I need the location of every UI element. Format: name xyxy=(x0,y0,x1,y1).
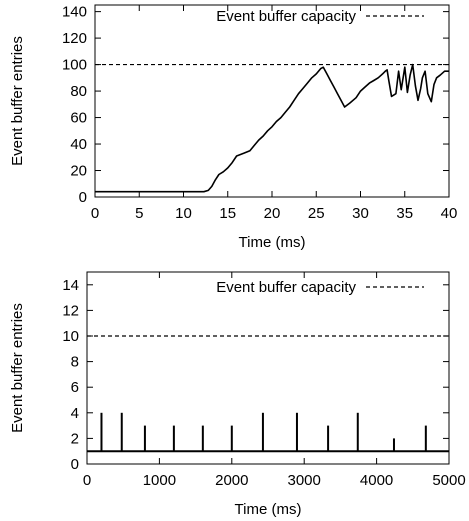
y-tick-label: 60 xyxy=(70,110,87,127)
x-tick-label: 20 xyxy=(264,205,281,222)
y-tick-label: 120 xyxy=(62,30,87,47)
y-tick-label: 80 xyxy=(70,83,87,100)
x-tick-label: 4000 xyxy=(360,472,393,489)
y-tick-label: 0 xyxy=(71,456,79,473)
x-tick-label: 15 xyxy=(219,205,236,222)
x-tick-label: 0 xyxy=(91,205,99,222)
y-tick-label: 8 xyxy=(71,354,79,371)
x-tick-label: 3000 xyxy=(288,472,321,489)
y-tick-label: 12 xyxy=(62,302,79,319)
x-tick-label: 1000 xyxy=(143,472,176,489)
legend-label: Event buffer capacity xyxy=(216,279,356,296)
x-tick-label: 5 xyxy=(135,205,143,222)
chart-panel-2: 0 2 4 6 8 10 12 14 0 1000 2000 3000 4000 5000 Time (ms… xyxy=(9,271,466,518)
plot-frame xyxy=(86,271,450,465)
y-tick-label: 2 xyxy=(71,430,79,447)
legend-label: Event buffer capacity xyxy=(216,8,356,25)
y-tick-label: 6 xyxy=(71,379,79,396)
x-tick-label: 0 xyxy=(83,472,91,489)
x-tick-label: 10 xyxy=(175,205,192,222)
y-tick-label: 10 xyxy=(62,328,79,345)
y-axis-title: Event buffer entries xyxy=(9,36,26,166)
y-tick-label: 0 xyxy=(79,189,87,206)
x-axis-title: Time (ms) xyxy=(235,501,302,518)
plot-frame xyxy=(94,4,450,198)
chart-panel-1: 0 20 40 60 80 100 120 140 0 5 10 15 20 25 30 35 40 Time (… xyxy=(9,4,457,251)
x-tick-label: 2000 xyxy=(215,472,248,489)
x-tick-label: 40 xyxy=(441,205,458,222)
y-tick-label: 40 xyxy=(70,136,87,153)
x-tick-label: 30 xyxy=(352,205,369,222)
x-tick-label: 5000 xyxy=(432,472,465,489)
y-tick-label: 4 xyxy=(71,405,79,422)
y-tick-label: 14 xyxy=(62,277,79,294)
x-tick-label: 25 xyxy=(308,205,325,222)
y-tick-label: 140 xyxy=(62,4,87,21)
x-axis-title: Time (ms) xyxy=(239,234,306,251)
x-tick-label: 35 xyxy=(396,205,413,222)
y-tick-label: 100 xyxy=(62,57,87,74)
y-axis-title: Event buffer entries xyxy=(9,303,26,433)
buffer-entries-line xyxy=(95,63,449,193)
y-tick-label: 20 xyxy=(70,163,87,180)
